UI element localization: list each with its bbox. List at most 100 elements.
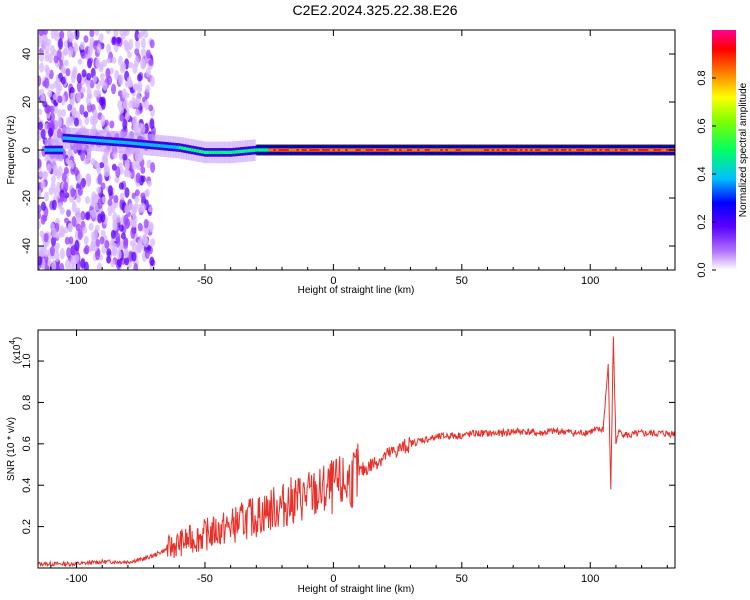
spectrogram-speckle bbox=[59, 192, 65, 202]
spectrogram-speckle bbox=[66, 247, 72, 259]
spectrogram-ridge-peak bbox=[638, 149, 642, 151]
spectrogram-ridge-peak bbox=[576, 149, 580, 151]
spectrogram-speckle bbox=[73, 42, 79, 53]
spectrogram-ridge-core bbox=[247, 149, 251, 153]
spectrogram-ridge-core bbox=[250, 148, 254, 153]
spectrogram-speckle bbox=[107, 185, 113, 197]
spectrogram-speckle bbox=[119, 105, 125, 115]
spectrogram-speckle bbox=[90, 196, 96, 207]
spectrogram-speckle bbox=[124, 204, 130, 215]
spectrogram-ridge-peak bbox=[604, 149, 608, 151]
colorbar-tick-label: 0.8 bbox=[696, 70, 708, 85]
spectrogram-ridge-core bbox=[101, 139, 105, 143]
spectrogram-speckle bbox=[52, 187, 58, 195]
spectrogram-ridge-core bbox=[80, 137, 84, 142]
spectrogram-speckle bbox=[70, 187, 76, 198]
spectrogram-speckle bbox=[149, 75, 155, 87]
spectrogram-speckle bbox=[102, 156, 108, 164]
spectrogram-speckle bbox=[150, 238, 156, 247]
spectrogram-ridge-core bbox=[471, 148, 475, 152]
spectrogram-ridge-core bbox=[70, 136, 74, 141]
spectrogram-speckle bbox=[119, 192, 125, 201]
spectrogram-speckle bbox=[38, 37, 41, 44]
spectrogram-ridge-core bbox=[57, 148, 61, 152]
spectrogram-speckle bbox=[57, 84, 63, 92]
spectrogram-ridge-peak bbox=[365, 149, 369, 151]
spectrogram-speckle bbox=[143, 218, 149, 229]
snr-y-tick-label: 0.2 bbox=[21, 519, 33, 534]
spectrogram-speckle bbox=[38, 75, 42, 87]
spectrogram-ridge-peak bbox=[496, 149, 500, 151]
spectrogram-ridge-core bbox=[201, 150, 205, 154]
spectrogram-speckle bbox=[110, 229, 116, 240]
spectrogram-speckle bbox=[70, 90, 76, 102]
spectrogram-speckle bbox=[140, 166, 146, 174]
spectrogram-ridge-peak bbox=[622, 149, 626, 151]
spectrogram-speckle bbox=[53, 104, 59, 114]
spectrogram-speckle bbox=[121, 88, 127, 99]
spectrogram-speckle bbox=[131, 242, 137, 254]
spectrogram-ridge-core bbox=[245, 149, 249, 153]
snr-x-tick-label: -100 bbox=[66, 573, 88, 585]
spectrogram-ridge-core bbox=[360, 148, 364, 152]
spectrogram-ridge-core bbox=[481, 148, 485, 152]
spectrogram-ridge-peak bbox=[599, 149, 603, 151]
spectrogram-ridge-peak bbox=[316, 149, 320, 151]
spectrogram-speckle bbox=[43, 191, 49, 202]
spectrogram-speckle bbox=[134, 195, 140, 204]
spectrogram-speckle bbox=[95, 161, 101, 171]
spectrogram-ridge-peak bbox=[322, 149, 326, 151]
spectrogram-speckle bbox=[42, 30, 48, 36]
spectrogram-speckle bbox=[86, 176, 92, 187]
spectrogram-ridge-peak bbox=[304, 149, 308, 151]
spectrogram-ridge-peak bbox=[525, 149, 529, 151]
spectrogram-speckle bbox=[39, 62, 45, 73]
spectrogram-speckle bbox=[110, 259, 116, 268]
spectrogram-speckle bbox=[77, 228, 83, 241]
spectrogram-ridge-core bbox=[239, 149, 243, 154]
spectrogram-speckle bbox=[68, 159, 74, 168]
spectrogram-ridge-core bbox=[596, 148, 600, 152]
spectrogram-speckle bbox=[63, 166, 69, 175]
spectrogram-speckle bbox=[38, 170, 44, 178]
spectrogram-ridge-peak bbox=[324, 149, 328, 151]
spectrogram-ridge-core bbox=[447, 148, 451, 152]
spectrogram-ridge-core bbox=[142, 142, 146, 146]
colorbar-label: Normalized spectral amplitude bbox=[738, 82, 749, 217]
spectrogram-speckle bbox=[38, 211, 41, 220]
spectrogram-ridge-peak bbox=[424, 149, 428, 151]
spectrogram-ridge-core bbox=[219, 150, 223, 155]
spectrogram-ridge-core bbox=[242, 149, 246, 153]
spectrogram-speckle bbox=[119, 30, 125, 36]
spectrogram-ridge-core bbox=[209, 150, 213, 155]
spectrogram-speckle bbox=[116, 249, 122, 260]
spectrogram-ridge-peak bbox=[314, 149, 318, 151]
spectrogram-ridge-core bbox=[198, 149, 202, 154]
spectrogram-ridge-core bbox=[255, 148, 259, 152]
spectrogram-ridge-core bbox=[152, 143, 156, 147]
spectrogram-speckle bbox=[80, 210, 86, 221]
spectrogram-speckle bbox=[80, 51, 86, 60]
spectrogram-ridge-core bbox=[435, 148, 439, 152]
spectrogram-speckle bbox=[51, 260, 57, 270]
spectrogram-ridge-peak bbox=[406, 149, 410, 151]
snr-x-tick-label: 0 bbox=[330, 573, 336, 585]
spectrogram-ridge-peak bbox=[555, 149, 559, 151]
spectrogram-ridge-peak bbox=[486, 149, 490, 151]
spectrogram-ridge-peak bbox=[501, 149, 505, 151]
spectrogram-ridge-core bbox=[116, 140, 120, 144]
spectrogram-ridge-core bbox=[584, 148, 588, 152]
spectrogram-ridge-peak bbox=[632, 149, 636, 151]
spectrogram-speckle bbox=[57, 108, 63, 118]
spectrogram-ridge-core bbox=[75, 137, 79, 141]
spectrogram-speckle bbox=[77, 58, 83, 65]
spectrogram-ridge-core bbox=[363, 148, 367, 152]
spectrogram-ridge-peak bbox=[607, 149, 611, 151]
spectrogram-ridge-core bbox=[543, 148, 547, 152]
spectrogram-ridge-peak bbox=[560, 149, 564, 151]
spectrogram-ridge-core bbox=[191, 148, 195, 152]
spectrogram-speckle bbox=[39, 230, 45, 238]
spectrogram-ridge-core bbox=[67, 136, 71, 141]
spectrogram-speckle bbox=[76, 214, 82, 222]
spectrogram-ridge-peak bbox=[368, 149, 372, 151]
